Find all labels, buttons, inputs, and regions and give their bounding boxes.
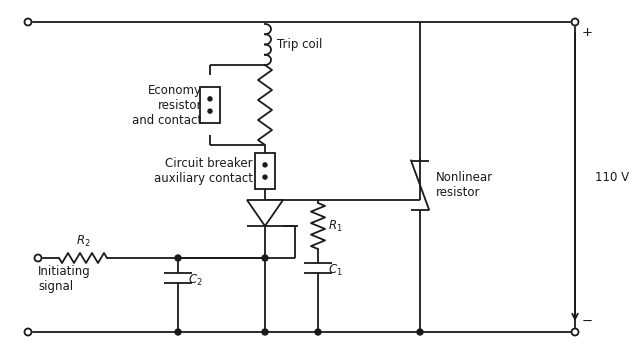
Circle shape: [315, 329, 321, 335]
Bar: [200, 87, 220, 123]
Text: Initiating
signal: Initiating signal: [38, 265, 91, 293]
Circle shape: [35, 255, 42, 261]
Text: $C_2$: $C_2$: [188, 273, 203, 288]
Text: $R_1$: $R_1$: [328, 219, 342, 234]
Circle shape: [417, 329, 423, 335]
Circle shape: [263, 163, 267, 167]
Text: Nonlinear
resistor: Nonlinear resistor: [436, 171, 493, 199]
Circle shape: [572, 18, 579, 26]
Text: Trip coil: Trip coil: [277, 38, 323, 51]
Circle shape: [175, 255, 181, 261]
Circle shape: [24, 328, 31, 336]
Text: 110 V: 110 V: [595, 171, 629, 184]
Polygon shape: [247, 200, 283, 226]
Bar: [255, 153, 275, 189]
Circle shape: [208, 97, 212, 101]
Circle shape: [262, 329, 268, 335]
Circle shape: [208, 109, 212, 113]
Text: $C_1$: $C_1$: [328, 262, 342, 278]
Text: −: −: [582, 315, 593, 328]
Circle shape: [262, 255, 268, 261]
Circle shape: [263, 175, 267, 179]
Circle shape: [175, 329, 181, 335]
Text: $R_2$: $R_2$: [76, 234, 90, 249]
Text: Economy
resistor
and contact: Economy resistor and contact: [132, 84, 202, 126]
Text: Circuit breaker
auxiliary contact: Circuit breaker auxiliary contact: [154, 157, 253, 185]
Text: +: +: [582, 26, 593, 39]
Circle shape: [572, 328, 579, 336]
Circle shape: [24, 18, 31, 26]
